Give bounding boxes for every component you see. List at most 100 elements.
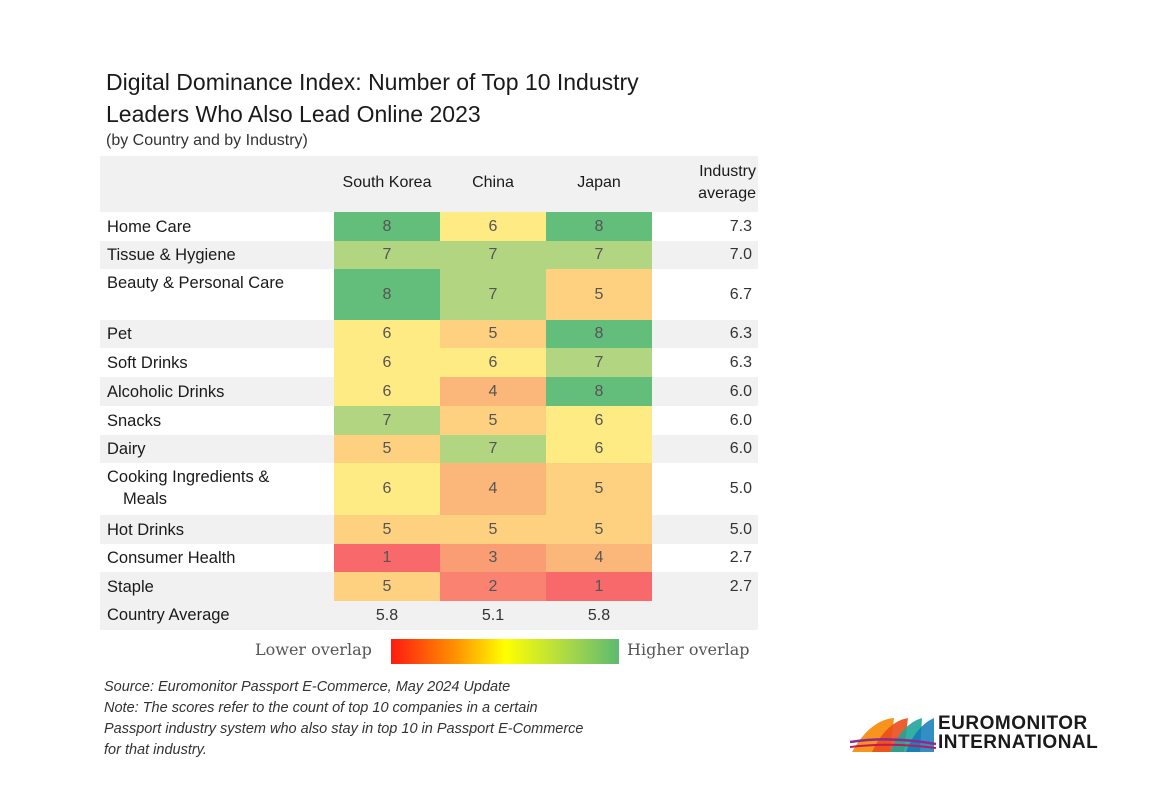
row-label: Dairy: [107, 440, 146, 458]
industry-average-value: 7.0: [729, 246, 752, 263]
heat-cell: 3: [440, 544, 546, 572]
table-row: Snacks 7 5 6 6.0: [100, 406, 758, 435]
row-label: Alcoholic Drinks: [107, 382, 225, 401]
country-average-label: Country Average: [107, 606, 230, 624]
heat-cell: 1: [546, 572, 652, 601]
heat-cell: 5: [440, 320, 546, 348]
table-body: Home Care 8 6 8 7.3 Tissue & Hygiene 7 7 7 7.0 Bea…: [100, 212, 758, 630]
chart-title: Digital Dominance Index: Number of Top 1…: [106, 66, 639, 130]
legend-high-label: Higher overlap: [627, 640, 750, 659]
heat-cell: 7: [546, 348, 652, 377]
row-label: Hot Drinks: [107, 520, 185, 539]
heat-cell: 7: [334, 406, 440, 435]
industry-average-value: 6.3: [729, 325, 752, 342]
row-label: Home Care: [107, 217, 192, 236]
footnotes: Source: Euromonitor Passport E-Commerce,…: [104, 677, 584, 761]
heat-cell: 8: [334, 212, 440, 241]
logo-text-line-2: INTERNATIONAL: [938, 732, 1099, 753]
row-label: Pet: [107, 325, 132, 343]
heat-cell: 1: [334, 544, 440, 572]
chart-title-line-2: Leaders Who Also Lead Online 2023: [106, 101, 481, 127]
industry-average-value: 2.7: [729, 577, 752, 595]
legend-gradient-bar: [391, 639, 619, 664]
note-line-1: Note: The scores refer to the count of t…: [104, 700, 538, 716]
table-row: Home Care 8 6 8 7.3: [100, 212, 758, 241]
heat-cell: 5: [546, 269, 652, 320]
table-row: Alcoholic Drinks 6 4 8 6.0: [100, 377, 758, 406]
note-line-3: for that industry.: [104, 742, 207, 758]
heat-cell: 8: [546, 320, 652, 348]
heat-cell: 6: [546, 406, 652, 435]
legend-low-label: Lower overlap: [255, 640, 372, 659]
chart-subtitle: (by Country and by Industry): [106, 132, 308, 149]
industry-average-value: 5.0: [729, 520, 752, 538]
column-header-japan: Japan: [577, 174, 621, 191]
euromonitor-logo: EUROMONITOR INTERNATIONAL: [850, 712, 1110, 760]
industry-average-label: Industry average: [698, 163, 756, 202]
row-label: Soft Drinks: [107, 353, 188, 372]
heat-cell: 4: [440, 377, 546, 406]
heat-cell: 8: [546, 212, 652, 241]
source-note: Source: Euromonitor Passport E-Commerce,…: [104, 679, 511, 695]
heat-cell: 7: [440, 241, 546, 269]
note-line-2: Passport industry system who also stay i…: [104, 721, 584, 737]
row-label: Beauty & Personal Care: [107, 274, 285, 292]
column-header-china: China: [472, 174, 514, 191]
table-row: Cooking Ingredients & Meals 6 4 5 5.0: [100, 463, 758, 515]
table-header: South Korea China Japan Industry average: [100, 156, 758, 212]
chart-title-line-1: Digital Dominance Index: Number of Top 1…: [106, 69, 639, 95]
heatmap-table: South Korea China Japan Industry average…: [100, 156, 758, 630]
heat-cell: 6: [440, 212, 546, 241]
heat-cell: 6: [334, 377, 440, 406]
heat-cell: 6: [334, 463, 440, 515]
industry-average-value: 6.0: [729, 382, 752, 400]
logo-text-line-1: EUROMONITOR: [938, 713, 1088, 734]
heat-cell: 8: [546, 377, 652, 406]
column-header-south-korea: South Korea: [342, 174, 432, 191]
color-legend: Lower overlap Higher overlap: [0, 638, 1170, 666]
table-row: Staple 5 2 1 2.7: [100, 572, 758, 601]
heat-cell: 7: [334, 241, 440, 269]
industry-average-value: 6.0: [729, 440, 752, 457]
heat-cell: 7: [546, 241, 652, 269]
heat-cell: 5: [546, 515, 652, 544]
heat-cell: 7: [440, 269, 546, 320]
heat-cell: 6: [546, 435, 652, 463]
industry-average-value: 6.3: [729, 353, 752, 371]
heat-cell: 6: [334, 348, 440, 377]
row-label: Snacks: [107, 411, 162, 430]
table-row: Beauty & Personal Care 8 7 5 6.7: [100, 269, 758, 320]
heat-cell: 4: [440, 463, 546, 515]
heat-cell: 6: [334, 320, 440, 348]
table-row: Dairy 5 7 6 6.0: [100, 435, 758, 463]
industry-average-value: 6.7: [729, 285, 752, 303]
logo-arch-icon: [850, 718, 936, 752]
heat-cell: 6: [440, 348, 546, 377]
industry-average-value: 7.3: [729, 217, 752, 235]
column-header-industry-average: Industry average: [660, 161, 756, 205]
country-average-value: 5.8: [375, 606, 399, 624]
row-label: Consumer Health: [107, 549, 236, 567]
table-row: Soft Drinks 6 6 7 6.3: [100, 348, 758, 377]
heat-cell: 5: [334, 572, 440, 601]
heat-cell: 4: [546, 544, 652, 572]
heat-cell: 8: [334, 269, 440, 320]
country-average-value: 5.8: [587, 606, 611, 624]
row-label: Cooking Ingredients & Meals: [107, 468, 270, 508]
table-row: Tissue & Hygiene 7 7 7 7.0: [100, 241, 758, 269]
industry-average-value: 6.0: [729, 411, 752, 429]
table-row: Pet 6 5 8 6.3: [100, 320, 758, 348]
heat-cell: 5: [546, 463, 652, 515]
heat-cell: 5: [440, 406, 546, 435]
country-average-value: 5.1: [481, 606, 505, 624]
country-average-row: Country Average 5.8 5.1 5.8: [100, 601, 758, 630]
heat-cell: 7: [440, 435, 546, 463]
table-row: Consumer Health 1 3 4 2.7: [100, 544, 758, 572]
industry-average-value: 2.7: [729, 549, 752, 566]
heat-cell: 5: [440, 515, 546, 544]
row-label: Staple: [107, 577, 154, 596]
heat-cell: 5: [334, 515, 440, 544]
heat-cell: 2: [440, 572, 546, 601]
row-label: Tissue & Hygiene: [107, 246, 236, 264]
industry-average-value: 5.0: [729, 480, 752, 497]
